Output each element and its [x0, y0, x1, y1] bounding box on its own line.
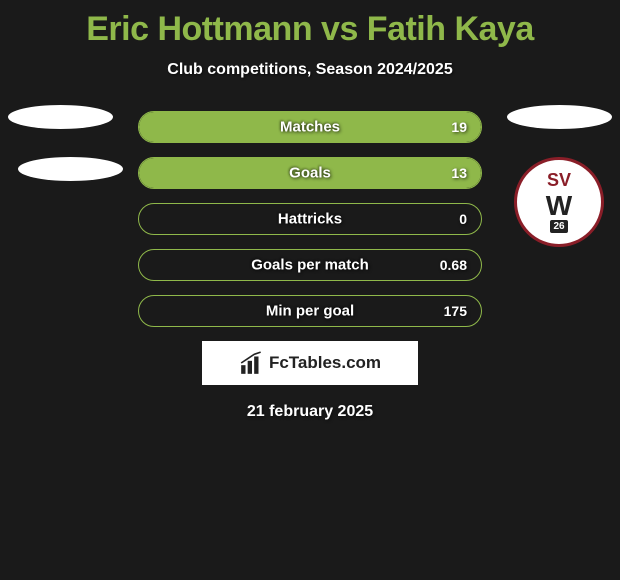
bar-label: Hattricks: [278, 211, 342, 228]
stat-bar: Min per goal 175: [138, 295, 482, 327]
bar-label: Goals: [289, 165, 331, 182]
stat-bar: Goals 13: [138, 157, 482, 189]
stat-bar: Goals per match 0.68: [138, 249, 482, 281]
badge-sv: SV: [546, 171, 572, 191]
page-title: Eric Hottmann vs Fatih Kaya: [0, 0, 620, 49]
stat-bar: Matches 19: [138, 111, 482, 143]
bar-value: 13: [451, 165, 467, 181]
placeholder-logo-icon: [18, 157, 123, 181]
right-team-logos: SV W 26: [507, 105, 612, 247]
date-text: 21 february 2025: [0, 403, 620, 421]
chart-icon: [239, 350, 265, 376]
bar-value: 19: [451, 119, 467, 135]
placeholder-logo-icon: [8, 105, 113, 129]
left-team-logos: [8, 105, 123, 209]
footer-brand[interactable]: FcTables.com: [202, 341, 418, 385]
subtitle: Club competitions, Season 2024/2025: [0, 61, 620, 79]
badge-w: W: [546, 191, 572, 222]
stat-bar: Hattricks 0: [138, 203, 482, 235]
placeholder-logo-icon: [507, 105, 612, 129]
bar-value: 0.68: [440, 257, 467, 273]
bar-label: Goals per match: [251, 257, 369, 274]
bar-value: 175: [444, 303, 467, 319]
club-badge-icon: SV W 26: [514, 157, 604, 247]
bar-label: Matches: [280, 119, 340, 136]
footer-brand-text: FcTables.com: [269, 353, 381, 373]
bar-value: 0: [459, 211, 467, 227]
bar-label: Min per goal: [266, 303, 354, 320]
stat-bars: Matches 19 Goals 13 Hattricks 0 Goals pe…: [138, 111, 482, 327]
badge-num: 26: [550, 220, 567, 233]
comparison-content: SV W 26 Matches 19 Goals 13 Hattricks 0 …: [0, 111, 620, 421]
